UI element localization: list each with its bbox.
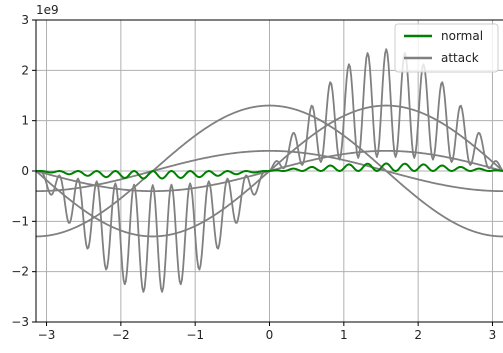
y-offset-text: 1e9 xyxy=(36,3,59,17)
series-layer xyxy=(36,48,503,293)
x-tick-label: 3 xyxy=(489,328,497,342)
x-tick-label: −2 xyxy=(112,328,130,342)
x-tick-label: 0 xyxy=(266,328,274,342)
y-tick-label: 0 xyxy=(21,164,29,178)
y-tick-label: −2 xyxy=(11,265,29,279)
legend-label-attack: attack xyxy=(441,51,479,65)
y-tick-label: −3 xyxy=(11,315,29,329)
series-attack-line xyxy=(36,104,503,238)
x-tick-label: −3 xyxy=(38,328,56,342)
x-tick-label: 1 xyxy=(340,328,348,342)
x-tick-label: −1 xyxy=(186,328,204,342)
legend-label-normal: normal xyxy=(441,29,483,43)
legend: normal attack xyxy=(394,23,499,73)
y-tick-label: 2 xyxy=(21,63,29,77)
ticks: −3 −2 −1 0 1 2 3 −3 −2 −1 0 1 2 3 xyxy=(11,13,496,342)
x-tick-label: 2 xyxy=(414,328,422,342)
y-tick-label: 3 xyxy=(21,13,29,27)
y-tick-label: 1 xyxy=(21,114,29,128)
y-tick-label: −1 xyxy=(11,214,29,228)
series-normal-line xyxy=(36,162,503,180)
series-attack-line xyxy=(36,149,503,193)
